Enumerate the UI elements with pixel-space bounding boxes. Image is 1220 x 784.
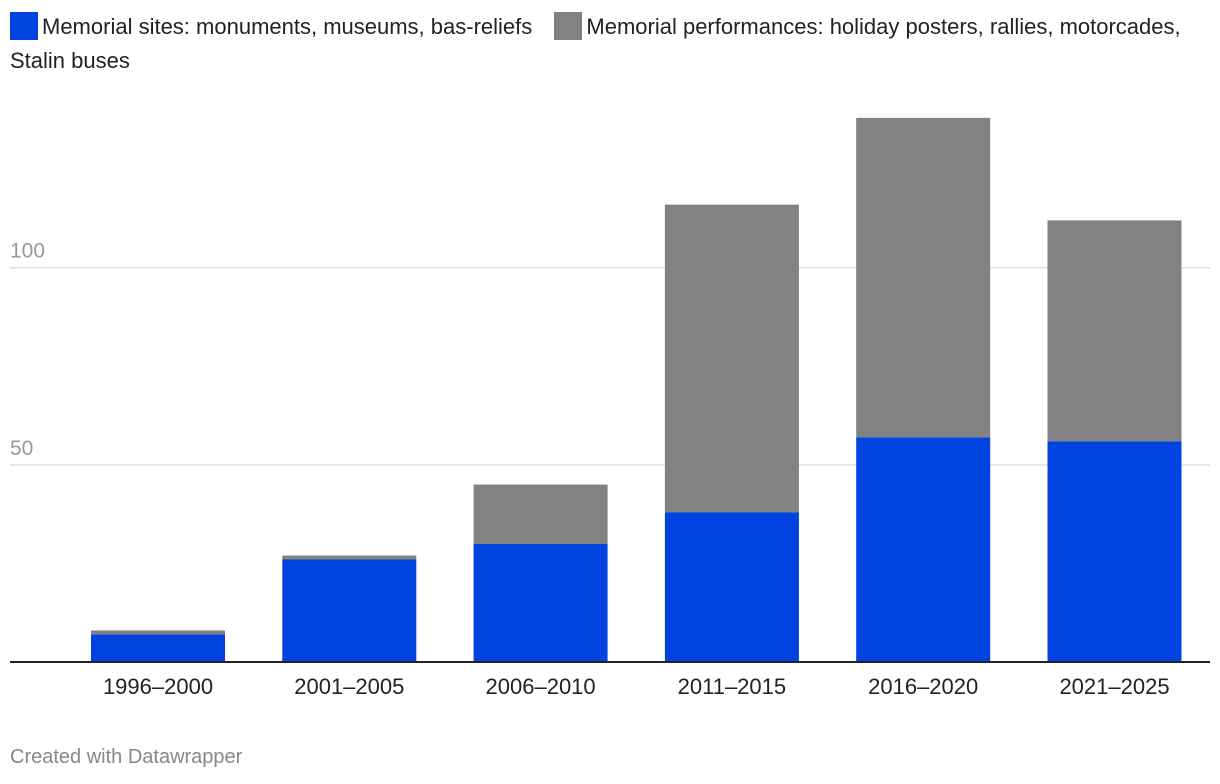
x-tick-label-5: 2021–2025 [1059,674,1169,699]
legend-swatch-performances [554,12,583,40]
legend-label-sites: Memorial sites: monuments, museums, bas-… [42,14,533,39]
legend-item-performances: Memorial performances: holiday posters, … [10,12,1181,73]
legend-label-performances: Memorial performances: holiday posters, … [10,14,1181,73]
bar-sites-3 [664,512,799,662]
bar-sites-5 [1047,441,1182,662]
bar-performances-4 [856,117,991,438]
y-tick-label-100: 100 [10,240,45,263]
y-tick-label-50: 50 [10,437,33,460]
x-tick-label-3: 2011–2015 [678,674,787,699]
x-tick-label-2: 2006–2010 [486,674,596,699]
bar-performances-0 [91,630,225,635]
bar-sites-1 [282,559,417,662]
legend: Memorial sites: monuments, museums, bas-… [10,10,1190,78]
x-tick-label-1: 2001–2005 [294,674,404,699]
bar-performances-3 [664,204,799,513]
bar-sites-4 [856,437,991,662]
bar-performances-5 [1047,220,1182,442]
bar-sites-2 [473,543,608,662]
bar-sites-0 [91,634,225,662]
bar-performances-2 [473,484,608,544]
x-tick-label-4: 2016–2020 [868,674,978,699]
footer-credit: Created with Datawrapper [10,746,243,768]
legend-swatch-sites [10,12,38,40]
legend-item-sites: Memorial sites: monuments, museums, bas-… [10,12,538,40]
x-tick-label-0: 1996–2000 [103,674,213,699]
bar-performances-1 [282,555,417,560]
